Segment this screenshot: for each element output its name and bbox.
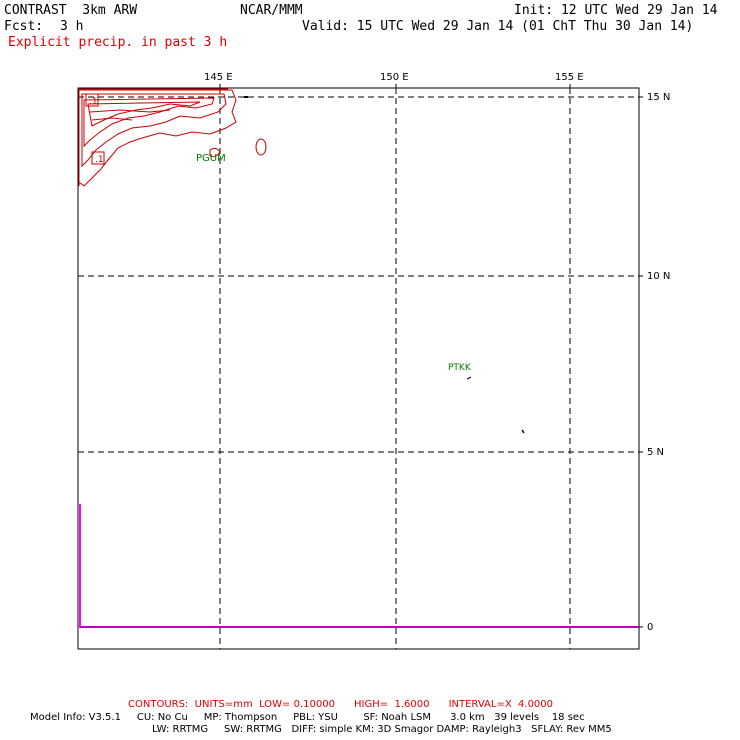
forecast-label: Fcst: <box>4 19 44 34</box>
field-title: Explicit precip. in past 3 h <box>8 35 228 50</box>
valid-time: Valid: 15 UTC Wed 29 Jan 14 (01 ChT Thu … <box>302 19 694 34</box>
station-label-pgum: PGUM <box>196 153 226 164</box>
precip-contour-line-a <box>89 109 171 113</box>
model-info-line-2: LW: RRTMG SW: RRTMG DIFF: simple KM: 3D … <box>152 724 612 735</box>
island-marker-east <box>521 429 525 434</box>
precip-contours <box>78 88 267 187</box>
precip-contour-cell-guam <box>209 147 221 157</box>
center-name: NCAR/MMM <box>240 3 303 18</box>
precip-contour-core <box>87 101 201 127</box>
precip-timeseries-line <box>79 504 639 628</box>
lon-label-145e: 145 E <box>204 72 233 83</box>
lat-label-10n: 10 N <box>647 271 671 282</box>
station-label-ptkk: PTKK <box>448 363 472 373</box>
contour-label-1: .1 <box>89 97 98 107</box>
precip-contour-cell-east <box>255 138 267 156</box>
contour-label-box-2 <box>91 151 105 165</box>
plot-frame <box>77 87 640 650</box>
init-time: Init: 12 UTC Wed 29 Jan 14 <box>514 3 718 18</box>
lon-label-155e: 155 E <box>555 72 584 83</box>
lat-label-15n: 15 N <box>647 92 671 103</box>
precip-contour-mid <box>81 93 227 168</box>
precip-contour-inner <box>83 97 215 148</box>
contour-label-box-1 <box>85 93 99 107</box>
precip-contour-line-b <box>91 117 133 121</box>
model-title: CONTRAST 3km ARW <box>4 3 138 18</box>
forecast-hours: 3 h <box>60 19 84 34</box>
model-info-line-1: Model Info: V3.5.1 CU: No Cu MP: Thompso… <box>30 712 585 723</box>
contours-info: CONTOURS: UNITS=mm LOW= 0.10000 HIGH= 1.… <box>128 699 554 710</box>
precip-contour-outer <box>78 89 237 187</box>
timeseries-zero-label: 0 <box>647 622 654 633</box>
lon-label-150e: 150 E <box>380 72 409 83</box>
contour-label-2: .1 <box>95 155 104 165</box>
lat-label-5n: 5 N <box>647 447 665 458</box>
island-marker-ptkk <box>466 376 472 380</box>
